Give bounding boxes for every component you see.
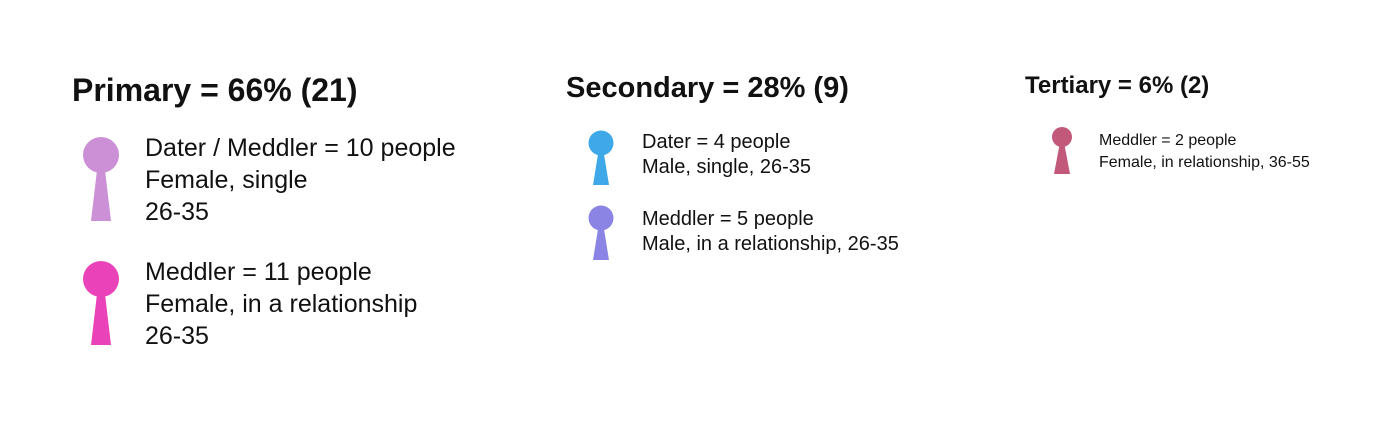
person-icon — [1052, 127, 1072, 174]
persona-age: 26-35 — [145, 198, 209, 226]
persona-title: Meddler = 2 people — [1099, 132, 1237, 149]
person-body — [593, 154, 609, 185]
person-icon — [83, 137, 119, 221]
person-body — [91, 170, 111, 221]
persona-detail: Female, in a relationship — [145, 290, 418, 318]
persona-title: Dater = 4 people — [642, 131, 791, 153]
segment-primary: Primary = 66% (21) Dater / Meddler = 10 … — [72, 70, 456, 350]
person-body — [593, 229, 609, 260]
segment-heading: Tertiary = 6% (2) — [1025, 72, 1210, 99]
persona-detail: Male, in a relationship, 26-35 — [642, 233, 899, 255]
persona-detail: Male, single, 26-35 — [642, 156, 811, 178]
person-head — [83, 137, 119, 173]
persona-detail: Female, single — [145, 166, 308, 194]
person-head — [1052, 127, 1072, 147]
persona-age: 26-35 — [145, 322, 209, 350]
persona-title: Meddler = 11 people — [145, 258, 372, 286]
person-icon — [588, 130, 614, 185]
segment-heading: Primary = 66% (21) — [72, 72, 358, 108]
person-body — [91, 294, 111, 345]
person-icon — [588, 205, 614, 260]
persona-detail: Female, in relationship, 36-55 — [1099, 154, 1310, 171]
person-body — [1054, 145, 1070, 174]
person-head — [83, 261, 119, 297]
person-head — [588, 205, 614, 231]
segment-tertiary: Tertiary = 6% (2) Meddler = 2 people Fem… — [1025, 70, 1310, 174]
segment-heading: Secondary = 28% (9) — [566, 72, 849, 104]
person-icon — [83, 261, 119, 345]
persona-title: Dater / Meddler = 10 people — [145, 134, 456, 162]
segment-secondary: Secondary = 28% (9) Dater = 4 people Mal… — [566, 70, 899, 260]
person-head — [588, 130, 614, 156]
persona-title: Meddler = 5 people — [642, 208, 814, 230]
